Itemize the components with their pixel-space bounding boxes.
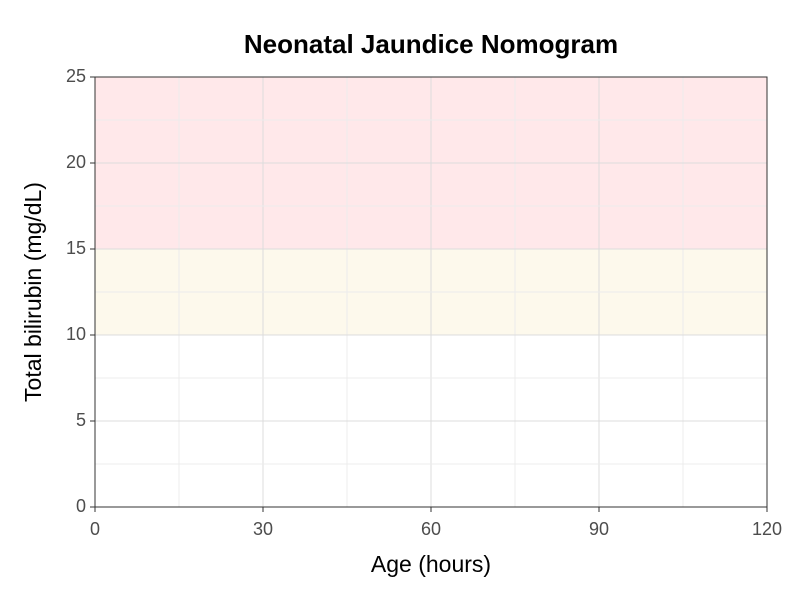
y-tick-label: 15: [66, 238, 86, 258]
x-tick-label: 120: [752, 519, 782, 539]
x-axis-label: Age (hours): [371, 551, 491, 577]
chart-title: Neonatal Jaundice Nomogram: [244, 29, 618, 59]
y-tick-label: 25: [66, 66, 86, 86]
y-tick-label: 20: [66, 152, 86, 172]
x-tick-label: 30: [253, 519, 273, 539]
x-tick-label: 90: [589, 519, 609, 539]
y-tick-label: 0: [76, 496, 86, 516]
y-tick-label: 5: [76, 410, 86, 430]
y-tick-label: 10: [66, 324, 86, 344]
x-tick-label: 0: [90, 519, 100, 539]
y-axis-label: Total bilirubin (mg/dL): [20, 182, 46, 402]
x-tick-label: 60: [421, 519, 441, 539]
